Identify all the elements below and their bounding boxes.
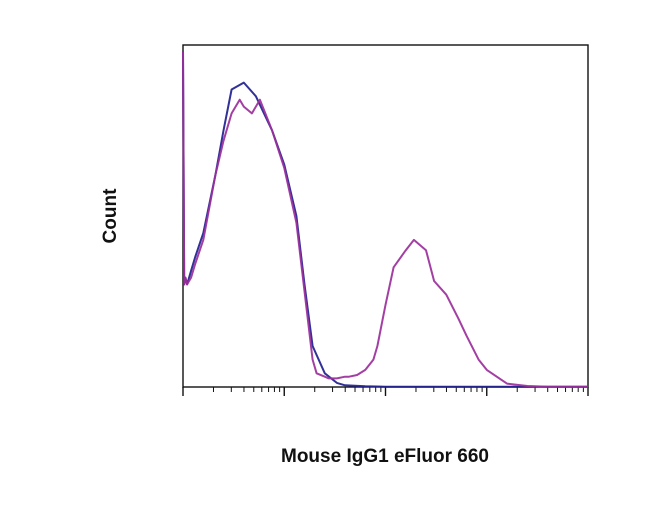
- x-axis-ticks: [182, 387, 589, 396]
- x-axis-label: Mouse IgG1 eFluor 660: [281, 446, 489, 467]
- plot-frame: [182, 44, 589, 388]
- series-group: [182, 51, 588, 388]
- series-line-1: [182, 51, 588, 388]
- series-line-2: [182, 51, 588, 388]
- y-axis-label: Count: [100, 188, 121, 244]
